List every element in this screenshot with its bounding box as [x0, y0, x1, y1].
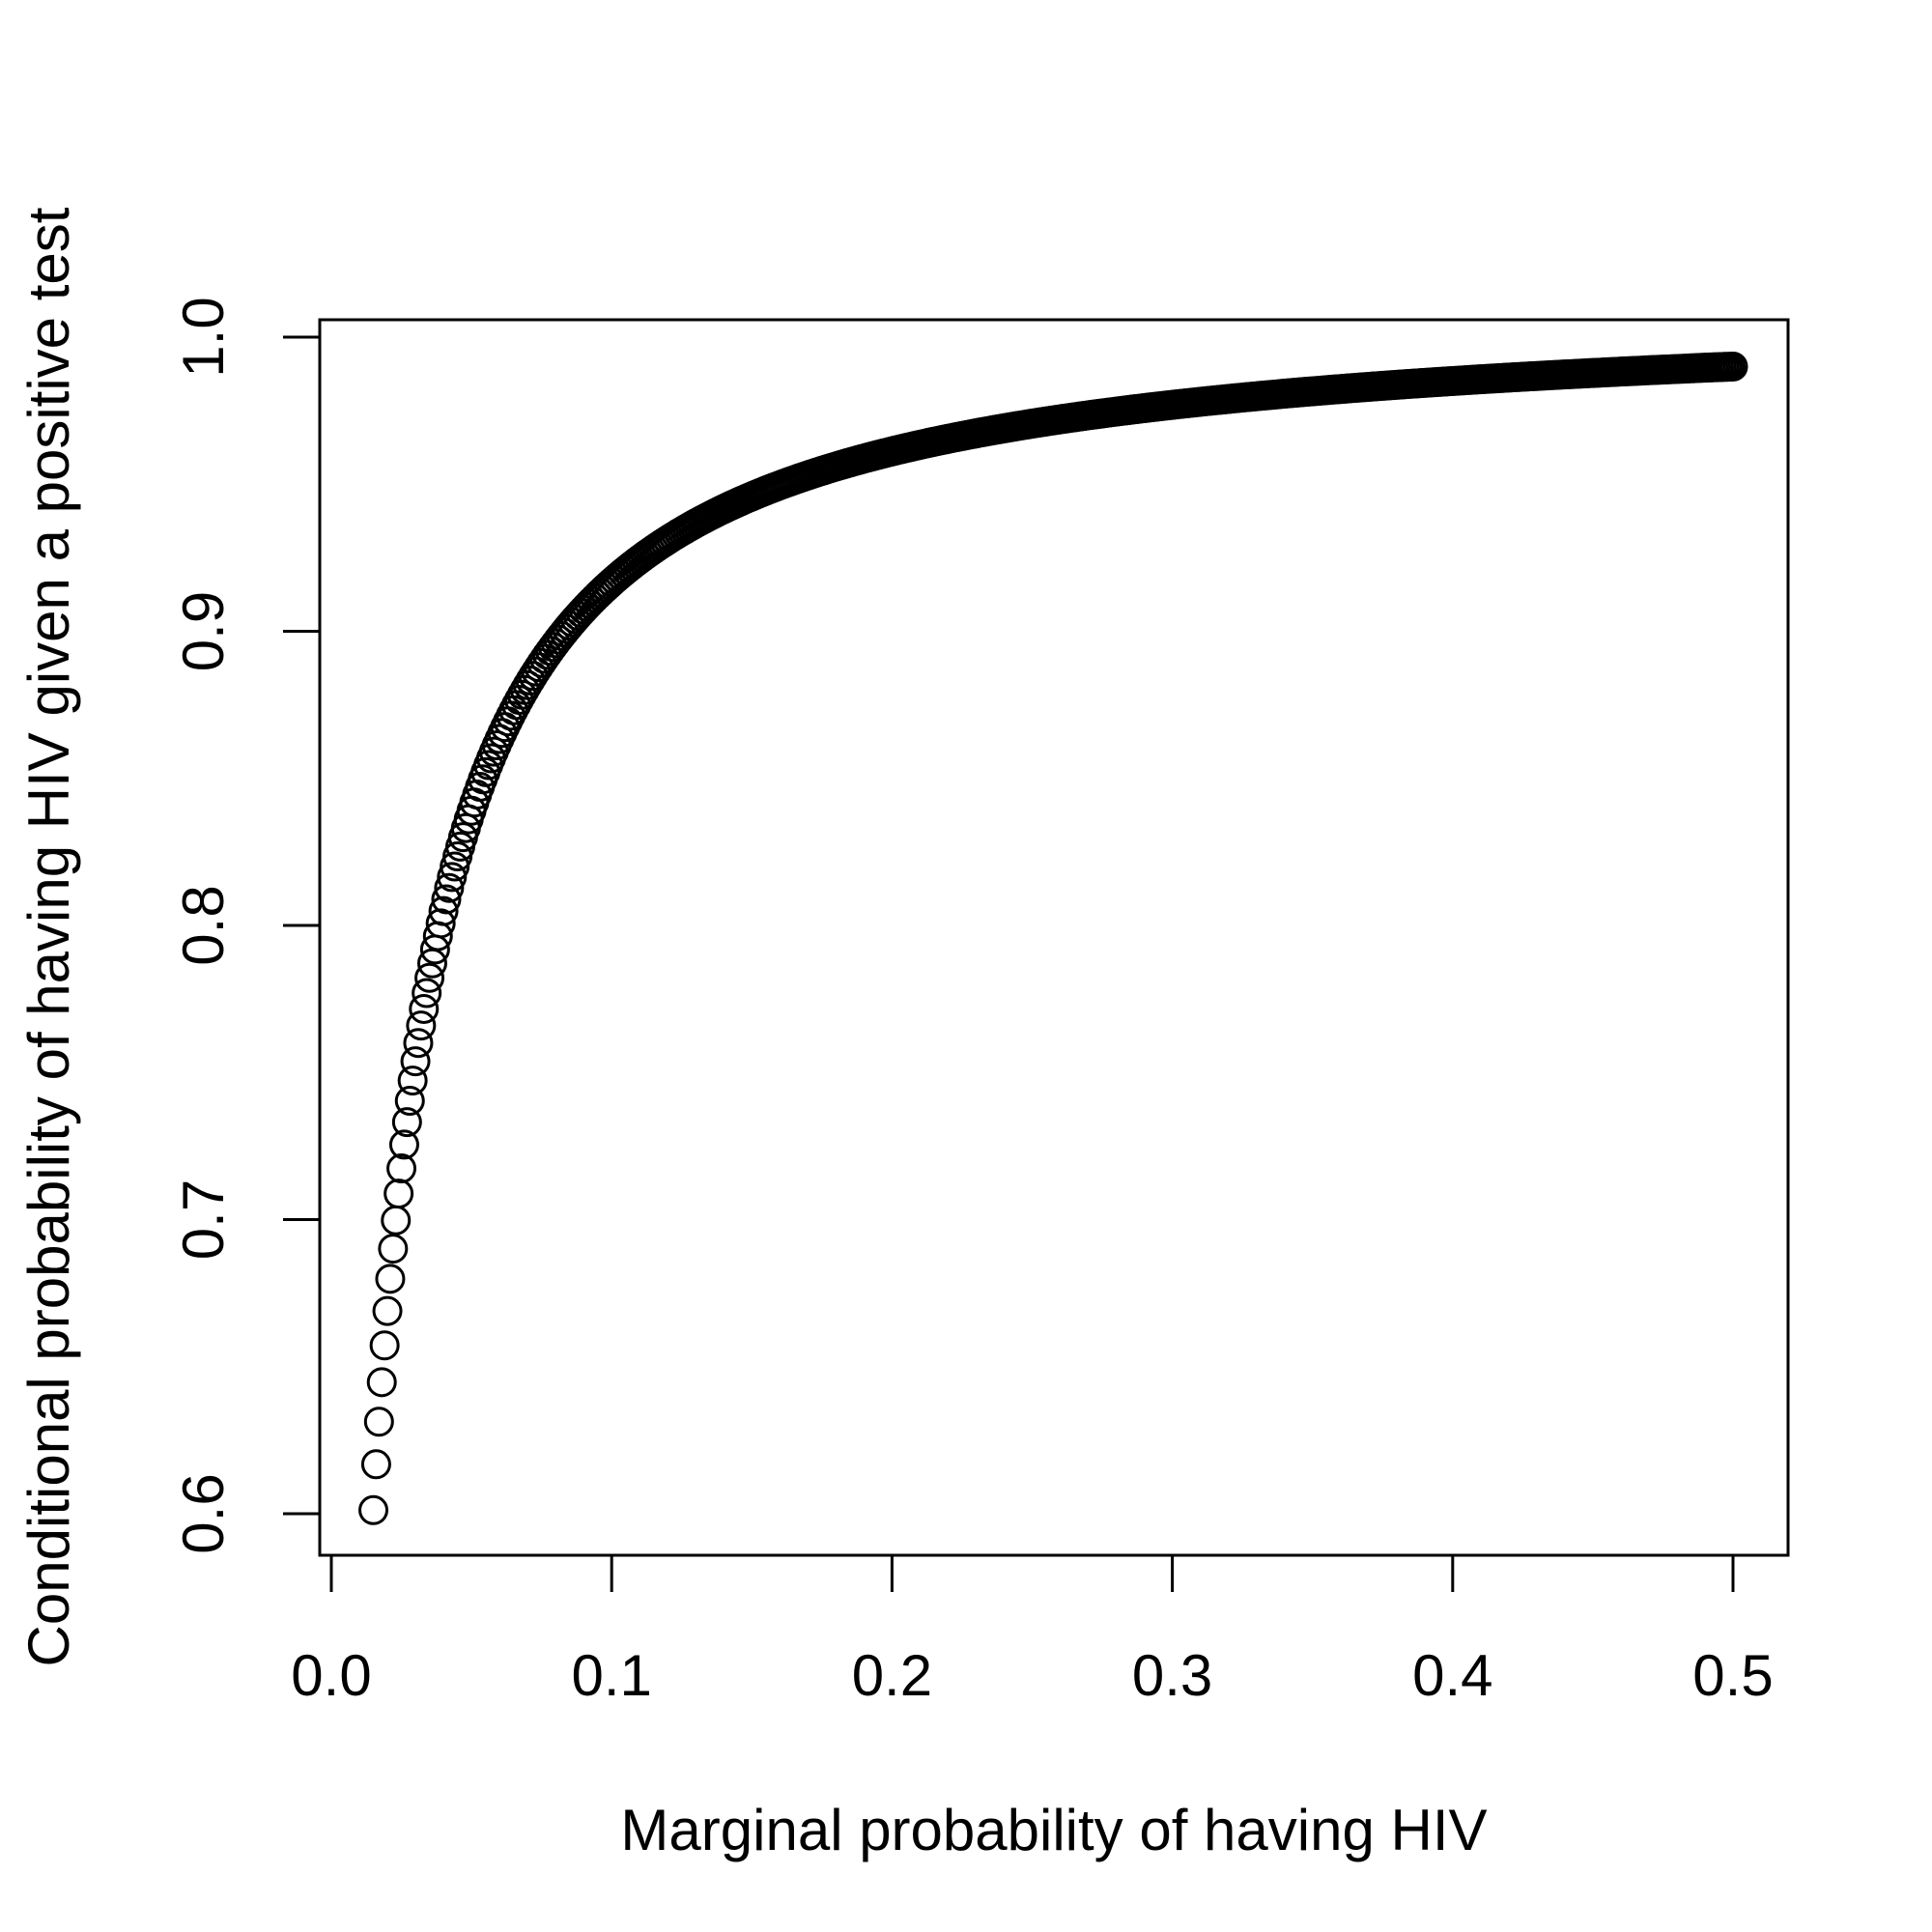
x-tick-label: 0.4: [1412, 1643, 1492, 1708]
y-axis-title: Conditional probability of having HIV gi…: [16, 207, 81, 1666]
data-point: [372, 1295, 403, 1326]
data-point: [406, 1010, 437, 1041]
y-tick-label: 0.8: [171, 885, 236, 965]
x-tick-label: 0.1: [571, 1643, 651, 1708]
data-point: [360, 1449, 391, 1480]
data-point: [366, 1367, 397, 1398]
data-point: [375, 1264, 406, 1294]
x-axis-title: Marginal probability of having HIV: [620, 1798, 1487, 1862]
data-point: [1718, 351, 1748, 382]
y-tick-label: 0.9: [171, 591, 236, 671]
data-point: [358, 1494, 389, 1525]
x-tick-label: 0.0: [291, 1643, 371, 1708]
data-point: [425, 908, 456, 939]
y-tick-label: 1.0: [171, 297, 236, 377]
data-point: [437, 862, 468, 893]
data-point: [428, 895, 459, 926]
data-point: [409, 993, 440, 1024]
data-point: [378, 1234, 409, 1264]
data-point: [391, 1107, 422, 1138]
data-point: [414, 962, 445, 993]
data-point: [400, 1046, 431, 1077]
data-point: [386, 1153, 417, 1184]
data-points: [358, 351, 1748, 1525]
x-axis: 0.0 0.1 0.2 0.3 0.4 0.5: [291, 1553, 1774, 1708]
data-point: [381, 1205, 412, 1236]
x-tick-label: 0.2: [852, 1643, 932, 1708]
data-point: [388, 1129, 419, 1160]
y-tick-label: 0.7: [171, 1179, 236, 1260]
data-point: [434, 872, 465, 903]
data-point: [431, 884, 462, 915]
data-point: [403, 1028, 434, 1059]
data-point: [363, 1406, 394, 1437]
data-point: [412, 978, 442, 1009]
y-axis: 0.6 0.7 0.8 0.9 1.0: [171, 297, 322, 1554]
data-point: [394, 1086, 425, 1117]
data-point: [369, 1330, 400, 1361]
x-tick-label: 0.3: [1132, 1643, 1212, 1708]
data-point: [384, 1179, 414, 1209]
y-tick-label: 0.6: [171, 1473, 236, 1553]
x-tick-label: 0.5: [1692, 1643, 1773, 1708]
plot-frame: [318, 318, 1790, 1557]
data-point: [397, 1065, 428, 1096]
